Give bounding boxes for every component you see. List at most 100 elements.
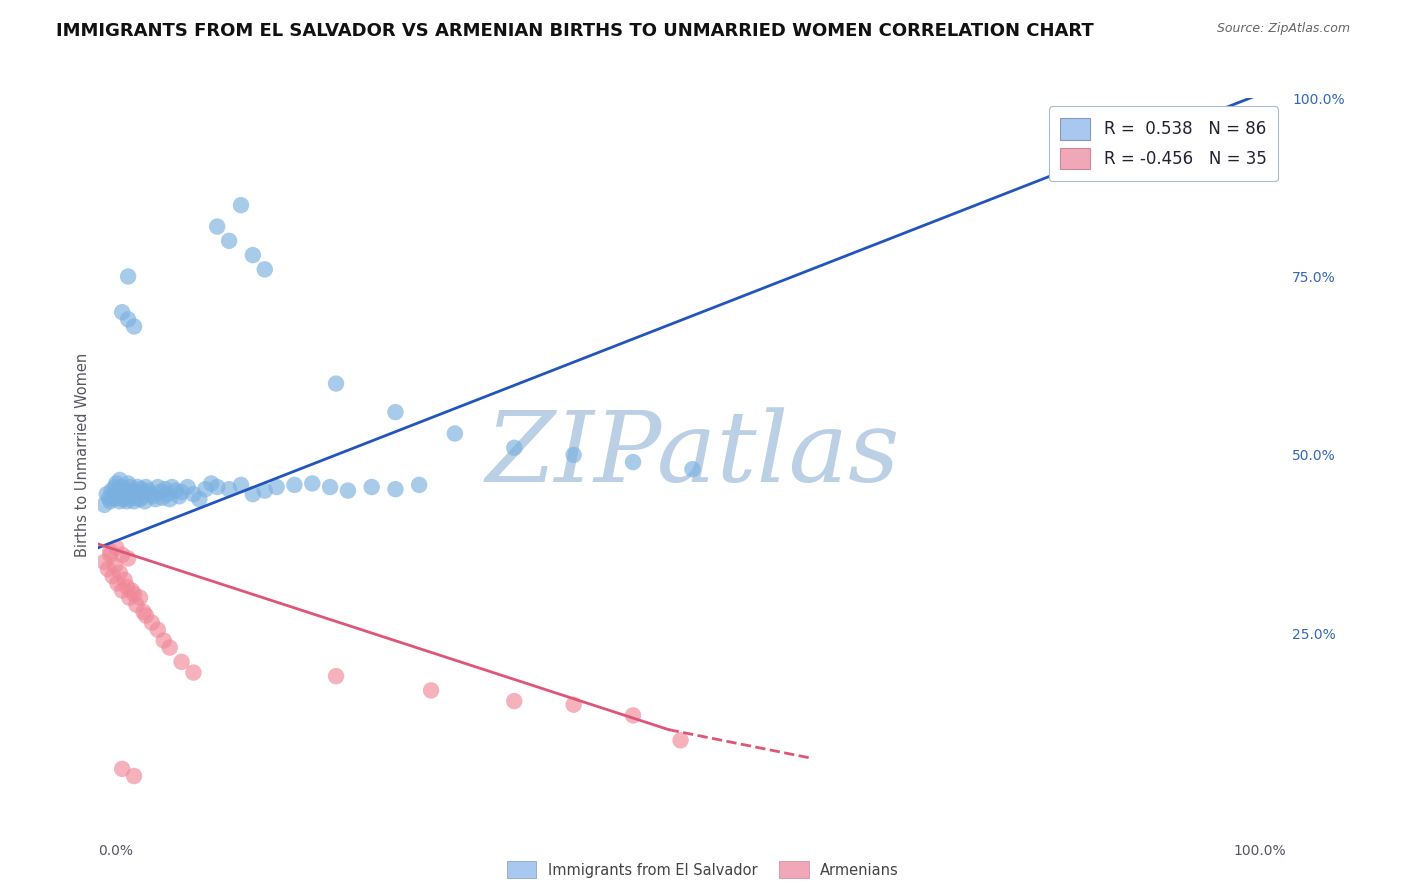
Point bbox=[218, 482, 240, 496]
Point bbox=[93, 498, 115, 512]
Point bbox=[142, 489, 165, 503]
Point bbox=[122, 587, 145, 601]
Point bbox=[170, 655, 193, 669]
Point bbox=[159, 640, 181, 655]
Point bbox=[207, 219, 229, 234]
Point bbox=[114, 483, 136, 498]
Text: ZIPatlas: ZIPatlas bbox=[485, 408, 900, 502]
Point bbox=[266, 480, 288, 494]
Point bbox=[200, 476, 222, 491]
Point bbox=[101, 492, 124, 507]
Point bbox=[122, 319, 145, 334]
Point bbox=[160, 480, 183, 494]
Point bbox=[125, 491, 148, 505]
Point bbox=[408, 478, 430, 492]
Point bbox=[562, 448, 585, 462]
Point bbox=[117, 269, 139, 284]
Point bbox=[117, 487, 139, 501]
Point bbox=[194, 482, 217, 496]
Point bbox=[117, 312, 139, 326]
Point bbox=[124, 485, 146, 500]
Point bbox=[336, 483, 359, 498]
Point bbox=[325, 376, 347, 391]
Point bbox=[149, 485, 172, 500]
Point bbox=[301, 476, 323, 491]
Point bbox=[141, 615, 163, 630]
Point bbox=[253, 262, 276, 277]
Point bbox=[110, 487, 132, 501]
Point bbox=[167, 489, 190, 503]
Point bbox=[229, 478, 252, 492]
Point bbox=[117, 551, 139, 566]
Point bbox=[218, 234, 240, 248]
Point bbox=[98, 491, 121, 505]
Y-axis label: Births to Unmarried Women: Births to Unmarried Women bbox=[75, 353, 90, 557]
Point bbox=[253, 483, 276, 498]
Point bbox=[139, 487, 162, 501]
Point bbox=[114, 573, 136, 587]
Point bbox=[112, 485, 135, 500]
Point bbox=[115, 580, 138, 594]
Point bbox=[129, 591, 152, 605]
Point bbox=[121, 583, 143, 598]
Point bbox=[134, 494, 156, 508]
Point bbox=[111, 762, 134, 776]
Point bbox=[127, 480, 149, 494]
Point bbox=[105, 476, 128, 491]
Point bbox=[153, 482, 176, 496]
Point bbox=[108, 566, 131, 580]
Point bbox=[105, 541, 128, 555]
Point bbox=[107, 491, 129, 505]
Point bbox=[125, 598, 148, 612]
Point bbox=[115, 494, 138, 508]
Point bbox=[114, 489, 136, 503]
Point bbox=[108, 494, 131, 508]
Point bbox=[503, 694, 526, 708]
Point bbox=[128, 487, 150, 501]
Point bbox=[159, 492, 181, 507]
Point bbox=[104, 558, 127, 573]
Point bbox=[98, 548, 121, 562]
Point bbox=[621, 708, 644, 723]
Point bbox=[122, 769, 145, 783]
Text: Source: ZipAtlas.com: Source: ZipAtlas.com bbox=[1216, 22, 1350, 36]
Point bbox=[111, 548, 134, 562]
Point bbox=[111, 480, 134, 494]
Point bbox=[111, 305, 134, 319]
Point bbox=[229, 198, 252, 212]
Point bbox=[669, 733, 692, 747]
Point bbox=[325, 669, 347, 683]
Point bbox=[188, 492, 211, 507]
Point bbox=[319, 480, 342, 494]
Text: 0.0%: 0.0% bbox=[98, 844, 134, 858]
Point bbox=[105, 485, 128, 500]
Text: 100.0%: 100.0% bbox=[1234, 844, 1286, 858]
Point bbox=[242, 487, 264, 501]
Point bbox=[146, 480, 169, 494]
Point bbox=[384, 482, 406, 496]
Point bbox=[118, 591, 141, 605]
Point bbox=[621, 455, 644, 469]
Point bbox=[117, 476, 139, 491]
Point bbox=[129, 492, 152, 507]
Point bbox=[183, 487, 205, 501]
Point bbox=[136, 483, 159, 498]
Legend: R =  0.538   N = 86, R = -0.456   N = 35: R = 0.538 N = 86, R = -0.456 N = 35 bbox=[1049, 106, 1278, 181]
Point bbox=[135, 608, 157, 623]
Point bbox=[107, 576, 129, 591]
Point bbox=[131, 489, 153, 503]
Point bbox=[165, 483, 187, 498]
Legend: Immigrants from El Salvador, Armenians: Immigrants from El Salvador, Armenians bbox=[501, 855, 905, 884]
Point bbox=[97, 562, 120, 576]
Point bbox=[132, 605, 155, 619]
Point bbox=[103, 489, 125, 503]
Point bbox=[283, 478, 305, 492]
Point bbox=[156, 487, 179, 501]
Point bbox=[242, 248, 264, 262]
Point bbox=[384, 405, 406, 419]
Point bbox=[122, 494, 145, 508]
Point bbox=[135, 480, 157, 494]
Point bbox=[183, 665, 205, 680]
Point bbox=[420, 683, 443, 698]
Point bbox=[104, 480, 127, 494]
